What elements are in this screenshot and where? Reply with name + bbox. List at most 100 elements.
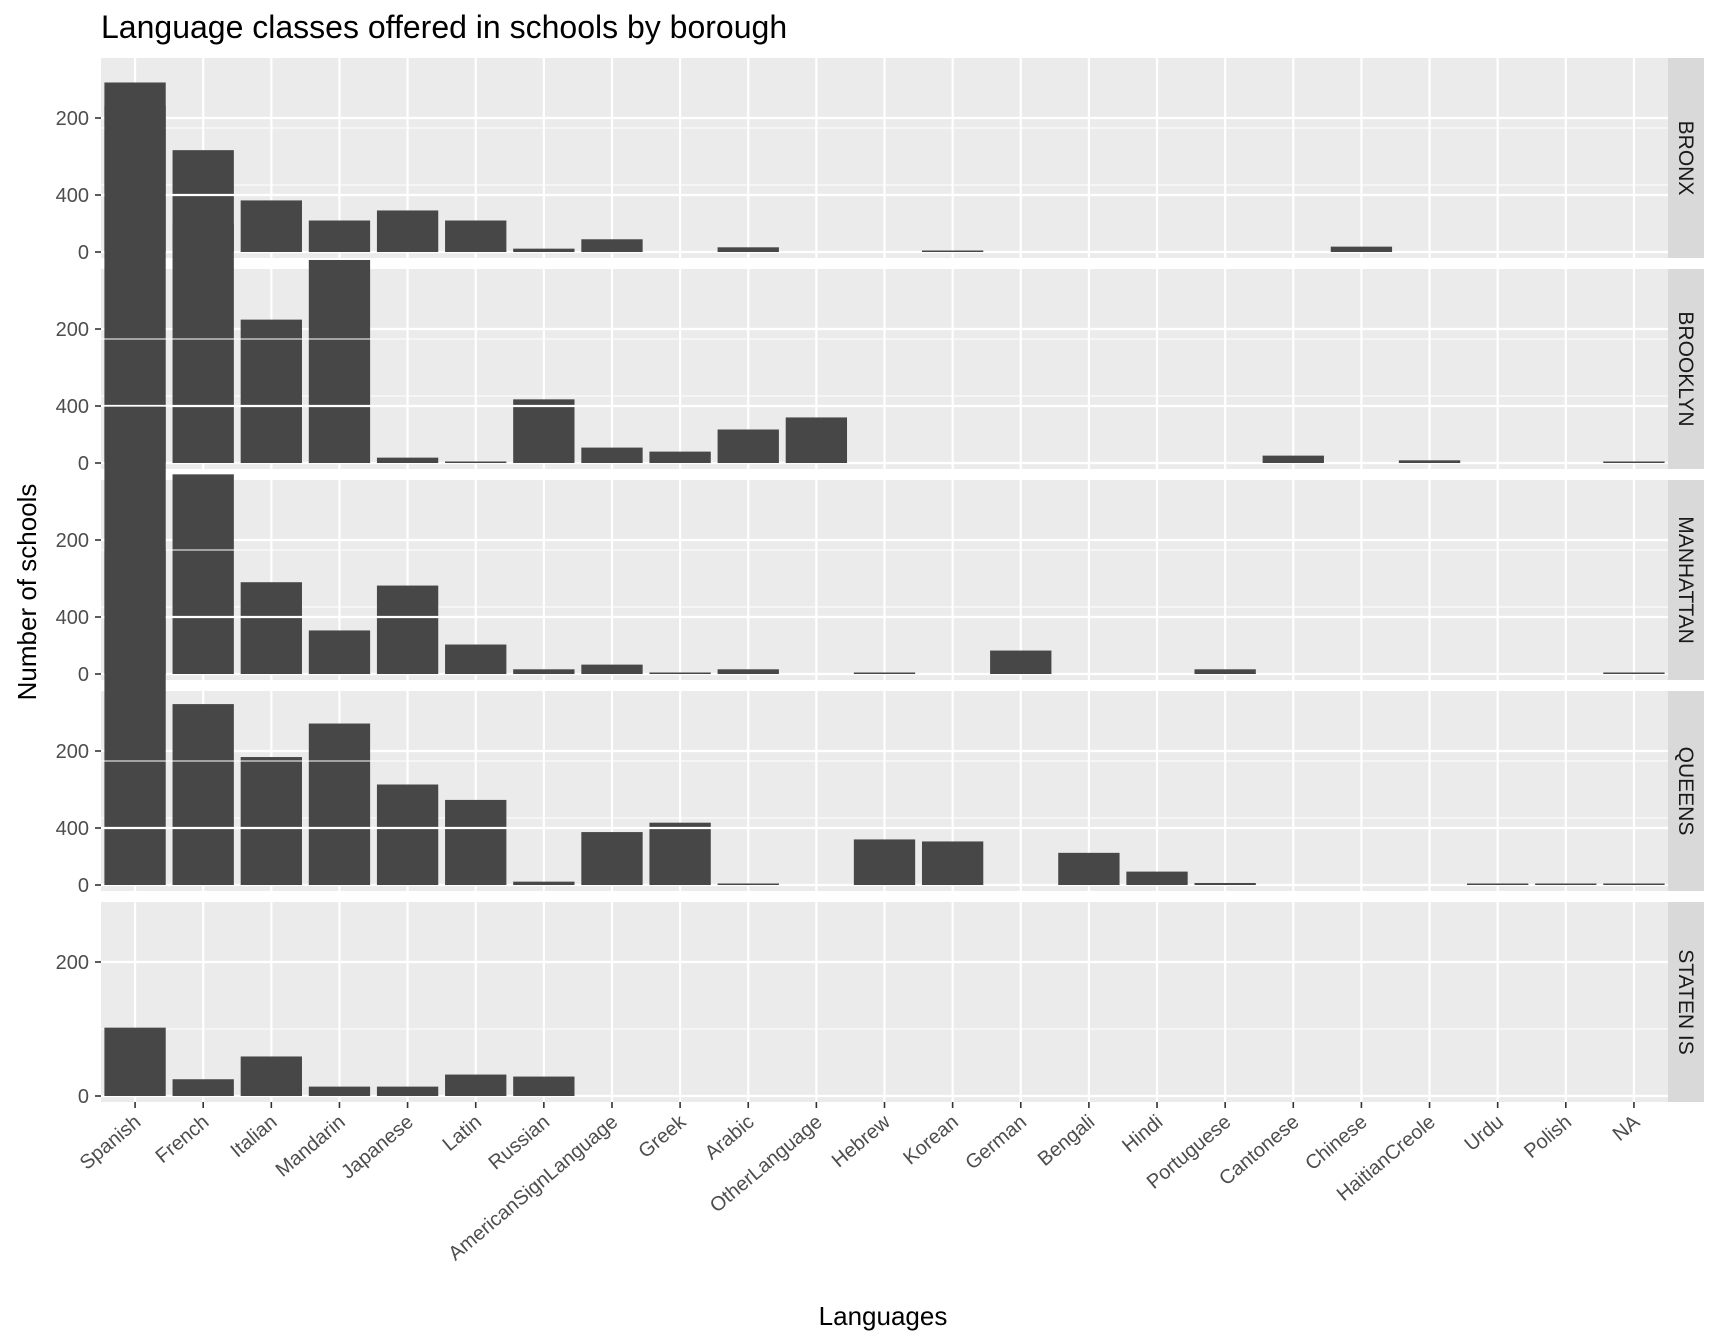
facet-strip bbox=[1668, 902, 1704, 1102]
y-tick-label: 400 bbox=[56, 818, 89, 840]
y-tick-label: 200 bbox=[56, 952, 89, 974]
bar bbox=[1194, 669, 1256, 674]
bar bbox=[240, 1056, 302, 1096]
bar bbox=[513, 881, 575, 885]
x-tick-label: Arabic bbox=[701, 1111, 759, 1164]
bar bbox=[308, 1086, 371, 1096]
bar bbox=[172, 223, 234, 463]
bar bbox=[513, 1076, 575, 1096]
bar bbox=[717, 247, 779, 252]
bar bbox=[1535, 883, 1597, 885]
bar bbox=[376, 210, 439, 252]
bar bbox=[1398, 460, 1461, 463]
bar bbox=[1467, 883, 1529, 885]
bar bbox=[513, 399, 575, 463]
bar bbox=[445, 461, 507, 463]
facet-strip-label: BRONX bbox=[1674, 121, 1697, 196]
x-tick-label: Mandarin bbox=[272, 1111, 350, 1181]
facet-panel: 0 200 400 BROOKLYN bbox=[56, 105, 1704, 475]
facet-strip bbox=[1668, 691, 1704, 891]
bar bbox=[581, 239, 643, 252]
x-axis-title: Languages bbox=[819, 1301, 948, 1331]
x-tick-label: German bbox=[961, 1111, 1030, 1174]
bar bbox=[990, 650, 1052, 674]
bar bbox=[1262, 455, 1324, 463]
y-tick-label: 200 bbox=[56, 741, 89, 763]
facet-panel: 0 200 400 STATEN IS bbox=[56, 760, 1704, 1108]
bar bbox=[921, 250, 984, 252]
facet-strip bbox=[1668, 480, 1704, 680]
bar bbox=[513, 248, 575, 252]
bar bbox=[1194, 882, 1256, 885]
bar bbox=[1126, 871, 1188, 885]
bar bbox=[308, 220, 371, 252]
facet-strip-label: MANHATTAN bbox=[1674, 516, 1697, 644]
bar bbox=[1330, 246, 1393, 252]
x-tick-label: Polish bbox=[1520, 1111, 1576, 1163]
bar bbox=[376, 457, 439, 463]
y-tick-label: 0 bbox=[78, 242, 89, 264]
x-tick-label: Hindi bbox=[1118, 1111, 1167, 1157]
facet-panel: 0 200 400 BRONX bbox=[56, 50, 1704, 264]
bar bbox=[445, 644, 507, 674]
bar bbox=[104, 1027, 166, 1096]
x-tick-label: Latin bbox=[439, 1111, 486, 1156]
bar bbox=[308, 630, 371, 674]
facet-strip bbox=[1668, 58, 1704, 258]
y-tick-label: 200 bbox=[56, 319, 89, 341]
bar bbox=[172, 474, 234, 674]
bar bbox=[308, 723, 371, 885]
bar bbox=[240, 319, 302, 463]
facet-strip-label: STATEN IS bbox=[1674, 949, 1697, 1054]
y-axis-title: Number of schools bbox=[12, 484, 42, 701]
bar bbox=[581, 832, 643, 885]
bar bbox=[1058, 852, 1120, 885]
x-tick-label: French bbox=[152, 1111, 214, 1168]
y-tick-label: 400 bbox=[56, 396, 89, 418]
bar bbox=[376, 1086, 439, 1096]
bar bbox=[921, 841, 984, 885]
x-tick-label: Urdu bbox=[1461, 1111, 1508, 1156]
bar bbox=[513, 669, 575, 674]
x-tick-label: Hebrew bbox=[828, 1111, 895, 1173]
bar bbox=[853, 672, 916, 674]
bar bbox=[785, 417, 848, 463]
y-tick-label: 200 bbox=[56, 530, 89, 552]
bar bbox=[308, 259, 371, 463]
bar bbox=[445, 1074, 507, 1096]
bar bbox=[1603, 883, 1665, 885]
x-tick-label: Korean bbox=[899, 1111, 963, 1169]
bar bbox=[1603, 672, 1665, 674]
x-tick-label: NA bbox=[1609, 1111, 1645, 1146]
bar bbox=[445, 799, 507, 885]
facet-strip bbox=[1668, 269, 1704, 469]
bar bbox=[240, 200, 302, 252]
bar bbox=[104, 548, 166, 885]
x-tick-label: Greek bbox=[634, 1110, 691, 1163]
bar bbox=[240, 582, 302, 674]
y-tick-label: 200 bbox=[56, 108, 89, 130]
bar bbox=[376, 784, 439, 885]
x-tick-label: Spanish bbox=[76, 1111, 146, 1174]
facet-panels: 0 200 400 BRONX 0 200 400 BROOKLYN 0 200 400 MANHAT… bbox=[56, 50, 1704, 1108]
y-tick-label: 0 bbox=[78, 1086, 89, 1108]
bar bbox=[240, 757, 302, 885]
x-tick-label: Italian bbox=[227, 1111, 282, 1162]
bar bbox=[581, 664, 643, 674]
y-tick-label: 400 bbox=[56, 607, 89, 629]
bar bbox=[717, 669, 779, 674]
y-tick-label: 0 bbox=[78, 453, 89, 475]
bar bbox=[172, 1079, 234, 1096]
bar bbox=[1603, 461, 1665, 463]
bar bbox=[104, 105, 166, 463]
bar bbox=[581, 447, 643, 463]
x-tick-label: Bengali bbox=[1034, 1111, 1099, 1171]
bar bbox=[649, 822, 711, 885]
facet-strip-label: QUEENS bbox=[1674, 747, 1697, 836]
facet-strip-label: BROOKLYN bbox=[1674, 311, 1697, 426]
bar bbox=[717, 883, 779, 885]
bar bbox=[376, 585, 439, 674]
bar bbox=[445, 220, 507, 252]
